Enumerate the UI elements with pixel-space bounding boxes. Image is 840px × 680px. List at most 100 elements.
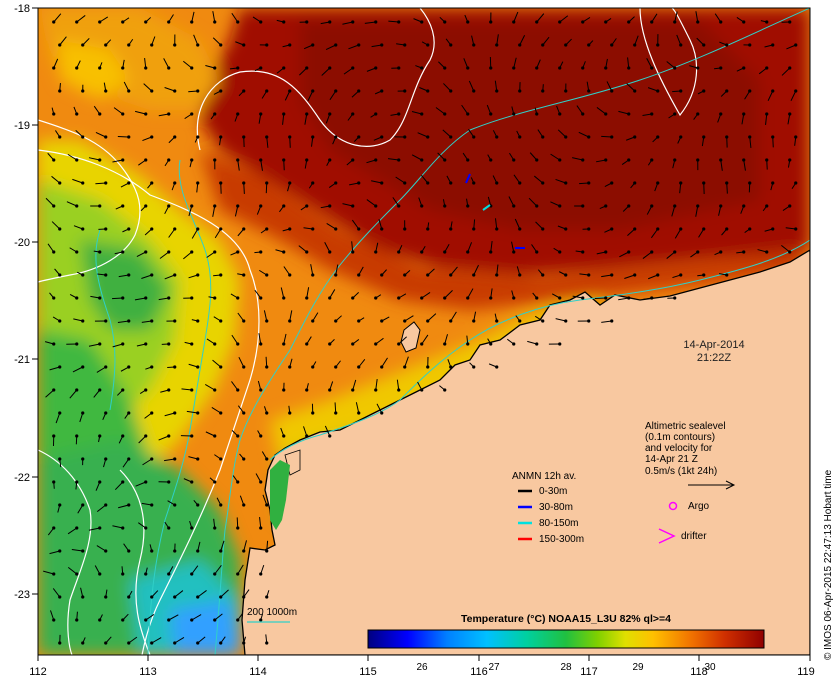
velocity-vector-origin: [75, 388, 79, 392]
velocity-vector: [324, 425, 331, 437]
velocity-vector-origin: [121, 388, 125, 392]
velocity-vector: [168, 614, 179, 621]
velocity-vector: [767, 90, 774, 101]
velocity-vector: [555, 178, 566, 184]
velocity-vector: [280, 287, 285, 299]
velocity-vector: [442, 129, 452, 138]
velocity-vector-origin: [127, 181, 131, 185]
velocity-vector-origin: [75, 158, 79, 162]
velocity-vector-origin: [213, 434, 217, 438]
velocity-vector: [417, 132, 428, 138]
velocity-vector-origin: [742, 112, 746, 116]
velocity-vector-origin: [121, 20, 125, 24]
velocity-vector-origin: [397, 158, 401, 162]
velocity-vector-origin: [449, 365, 453, 369]
velocity-vector: [596, 107, 607, 115]
velocity-vector-origin: [104, 457, 108, 461]
velocity-vector-origin: [771, 181, 775, 185]
velocity-vector: [627, 57, 630, 69]
velocity-vector-origin: [81, 641, 85, 645]
velocity-vector-origin: [173, 319, 177, 323]
velocity-vector: [117, 135, 129, 138]
velocity-vector-origin: [587, 181, 591, 185]
velocity-vector-origin: [104, 43, 108, 47]
velocity-vector-origin: [351, 342, 355, 346]
velocity-vector-origin: [98, 526, 102, 530]
velocity-vector: [618, 297, 629, 301]
velocity-vector: [528, 197, 538, 207]
velocity-vector-origin: [719, 204, 723, 208]
velocity-vector-origin: [242, 319, 246, 323]
velocity-vector-origin: [173, 411, 177, 415]
velocity-vector-origin: [518, 319, 522, 323]
velocity-vector-origin: [679, 273, 683, 277]
velocity-vector-origin: [581, 112, 585, 116]
velocity-vector: [443, 83, 452, 92]
velocity-vector-origin: [679, 135, 683, 139]
velocity-vector-origin: [328, 20, 332, 24]
velocity-vector-origin: [190, 112, 194, 116]
velocity-vector-origin: [656, 135, 660, 139]
velocity-vector: [205, 64, 215, 69]
velocity-vector: [696, 37, 705, 46]
velocity-vector-origin: [190, 572, 194, 576]
velocity-vector-origin: [673, 20, 677, 24]
velocity-vector: [141, 274, 152, 279]
velocity-vector-origin: [374, 112, 378, 116]
velocity-vector-origin: [489, 342, 493, 346]
velocity-vector-origin: [495, 273, 499, 277]
lon-tick: 117: [580, 666, 598, 678]
velocity-vector-origin: [725, 43, 729, 47]
velocity-vector: [164, 412, 175, 417]
velocity-vector-origin: [564, 89, 568, 93]
colorbar-title: Temperature (°C) NOAA15_L3U 82% ql>=4: [461, 613, 671, 625]
velocity-vector-origin: [265, 641, 269, 645]
velocity-vector-origin: [236, 572, 240, 576]
velocity-vector-origin: [305, 296, 309, 300]
velocity-vector-origin: [357, 319, 361, 323]
velocity-vector-origin: [58, 89, 62, 93]
velocity-vector: [94, 565, 101, 575]
velocity-vector-origin: [541, 181, 545, 185]
velocity-vector-origin: [52, 618, 56, 622]
velocity-vector-origin: [242, 365, 246, 369]
velocity-vector-origin: [219, 43, 223, 47]
velocity-vector-origin: [196, 365, 200, 369]
velocity-vector-origin: [328, 342, 332, 346]
velocity-vector: [310, 264, 314, 276]
velocity-vector-origin: [650, 66, 654, 70]
velocity-vector-origin: [351, 388, 355, 392]
velocity-vector-origin: [236, 20, 240, 24]
velocity-vector-origin: [679, 43, 683, 47]
velocity-vector-origin: [305, 204, 309, 208]
velocity-vector-origin: [213, 388, 217, 392]
velocity-vector-origin: [374, 20, 378, 24]
velocity-vector-origin: [610, 181, 614, 185]
velocity-vector-origin: [518, 273, 522, 277]
velocity-vector: [43, 570, 54, 575]
velocity-vector-origin: [742, 66, 746, 70]
velocity-vector: [117, 320, 129, 323]
velocity-vector-origin: [788, 20, 792, 24]
velocity-vector-origin: [357, 411, 361, 415]
velocity-vector: [45, 389, 55, 398]
drifter-icon: [658, 528, 676, 544]
velocity-vector: [311, 136, 314, 147]
bathy-label: 200 1000m: [247, 607, 297, 618]
velocity-vector-origin: [771, 227, 775, 231]
velocity-vector-origin: [334, 135, 338, 139]
velocity-vector: [411, 154, 422, 161]
velocity-vector-origin: [535, 296, 539, 300]
lat-tick: -21: [14, 354, 30, 366]
velocity-vector-origin: [466, 20, 470, 24]
velocity-vector-origin: [420, 112, 424, 116]
velocity-vector: [463, 58, 469, 69]
velocity-vector-origin: [150, 135, 154, 139]
velocity-vector-origin: [305, 388, 309, 392]
velocity-vector: [141, 502, 152, 506]
velocity-vector-origin: [564, 135, 568, 139]
velocity-vector: [329, 289, 336, 299]
velocity-vector-origin: [219, 181, 223, 185]
velocity-vector: [266, 540, 269, 552]
velocity-vector: [533, 175, 544, 184]
